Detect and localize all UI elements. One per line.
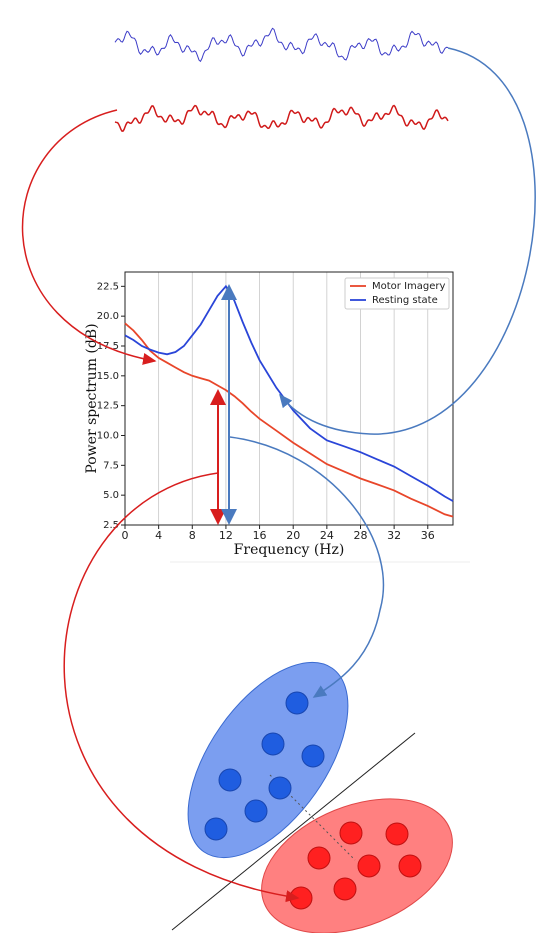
x-tick-label: 36 — [421, 529, 435, 542]
plot-frame — [124, 271, 454, 526]
y-tick-label: 22.5 — [97, 281, 119, 292]
y-tick-label: 15.0 — [97, 371, 119, 382]
decision-boundary — [171, 732, 416, 931]
y-axis-label: Power spectrum (dB) — [84, 323, 100, 473]
flow-arrow — [279, 47, 536, 435]
y-tick-label: 12.5 — [97, 401, 119, 412]
legend — [344, 277, 450, 310]
rest-points — [204, 691, 325, 841]
y-tick-label: 5.0 — [103, 490, 119, 501]
legend-label: Motor Imagery — [372, 281, 446, 292]
eeg-signal-rest — [114, 27, 449, 63]
x-tick-label: 16 — [253, 529, 267, 542]
x-axis-label: Frequency (Hz) — [234, 542, 345, 558]
y-tick-label: 2.5 — [103, 520, 119, 531]
x-tick-label: 20 — [286, 529, 300, 542]
x-tick-label: 4 — [155, 529, 162, 542]
x-tick-label: 32 — [387, 529, 401, 542]
spectrum-chart: 0 4 8 12 16 20 24 28 32 36 2.5 5.0 7.5 10.0 12.5 15.0 17… — [84, 271, 454, 558]
y-tick-label: 10.0 — [97, 430, 119, 441]
legend-label: Resting state — [372, 295, 438, 306]
eeg-signal-motor — [114, 104, 449, 132]
x-tick-label: 24 — [320, 529, 334, 542]
x-tick-label: 8 — [189, 529, 196, 542]
x-tick-label: 12 — [219, 529, 233, 542]
cluster-rest — [187, 661, 349, 859]
x-tick-label: 0 — [122, 529, 129, 542]
x-tick-label: 28 — [353, 529, 367, 542]
series-line — [124, 322, 454, 518]
y-tick-label: 17.5 — [97, 341, 119, 352]
flow-arrow — [229, 436, 385, 698]
flow-arrow — [21, 109, 157, 365]
flow-arrow — [63, 472, 300, 903]
motor-points — [289, 821, 422, 910]
plot-area — [125, 272, 453, 525]
series-line — [124, 284, 454, 502]
y-tick-label: 7.5 — [103, 460, 119, 471]
y-tick-label: 20.0 — [97, 311, 119, 322]
